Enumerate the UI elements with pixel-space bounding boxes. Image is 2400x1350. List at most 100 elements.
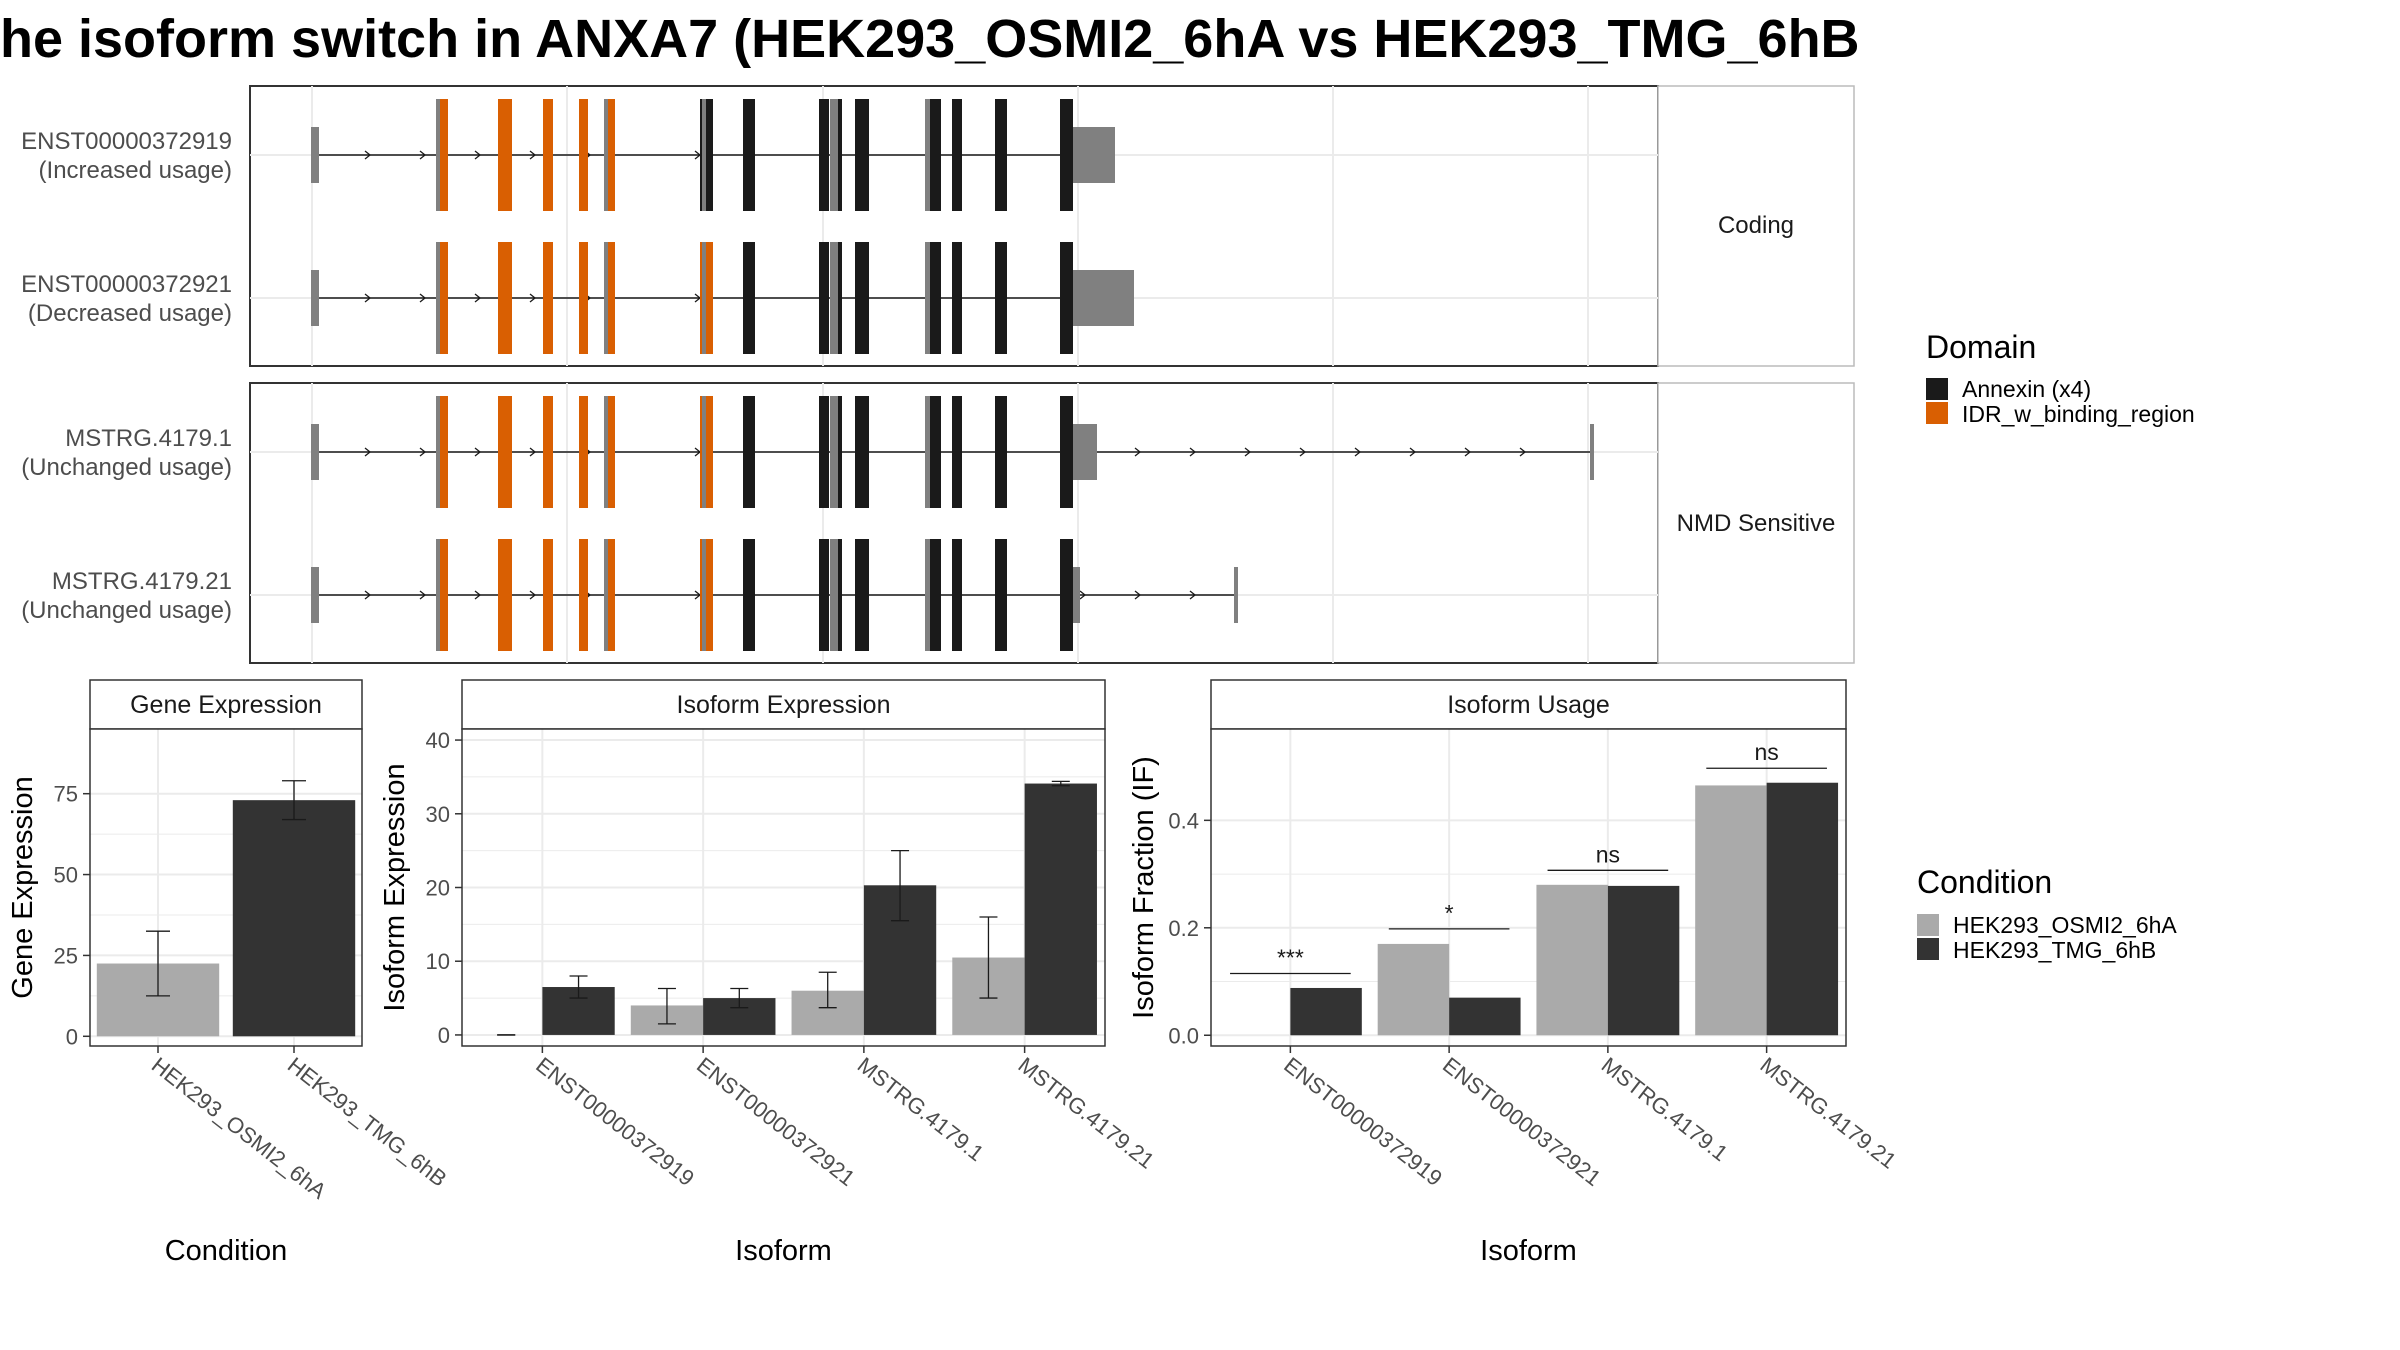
direction-arrow [1134, 590, 1142, 600]
exon-flank [436, 99, 440, 211]
y-axis-title: Gene Expression [7, 776, 39, 998]
y-axis-title: Isoform Expression [379, 763, 411, 1011]
direction-arrow [474, 590, 482, 600]
exon-flank [927, 396, 930, 508]
annexin-exon [1060, 242, 1073, 354]
annexin-exon [927, 396, 941, 508]
annexin-exon [995, 539, 1007, 651]
y-tick-label: 0 [66, 1024, 78, 1049]
utr-exon [311, 270, 319, 326]
direction-arrow [1244, 447, 1252, 457]
x-tick-label: MSTRG.4179.1 [853, 1052, 989, 1166]
transcript-id: MSTRG.4179.1 [65, 425, 232, 452]
annexin-exon [819, 99, 829, 211]
direction-arrow [364, 293, 372, 303]
significance-label: ns [1754, 739, 1778, 765]
facet-label-coding: Coding [1718, 212, 1794, 239]
y-tick-label: 30 [426, 802, 450, 827]
utr-exon [1234, 567, 1238, 623]
transcript-track [250, 242, 1658, 354]
bar [1536, 884, 1608, 1036]
idr-exon [579, 99, 588, 211]
idr-exon [498, 242, 512, 354]
exon-flank [604, 539, 608, 651]
idr-exon [543, 99, 553, 211]
bar [1290, 987, 1362, 1036]
y-axis-title: Isoform Fraction (IF) [1128, 756, 1160, 1019]
transcript-usage: (Unchanged usage) [21, 597, 232, 624]
annexin-exon [838, 242, 842, 354]
idr-exon [708, 396, 713, 508]
transcript-id: ENST00000372919 [21, 128, 232, 155]
direction-arrow [529, 293, 537, 303]
direction-arrow [474, 150, 482, 160]
y-tick-label: 50 [54, 863, 78, 888]
chart-title: Isoform Expression [677, 691, 891, 719]
exon [830, 396, 838, 508]
annexin-exon [838, 396, 842, 508]
panel-border [461, 728, 1106, 1047]
exon-flank [702, 242, 706, 354]
chart-title: Isoform Usage [1447, 691, 1610, 719]
transcript-usage: (Decreased usage) [28, 300, 232, 327]
idr-exon [579, 539, 588, 651]
annexin-exon [819, 242, 829, 354]
direction-arrow [419, 150, 427, 160]
panel-border [1210, 728, 1847, 1047]
annexin-exon [1060, 396, 1073, 508]
exon-flank [436, 242, 440, 354]
idr-exon [438, 242, 448, 354]
annexin-exon [819, 396, 829, 508]
x-tick-label: MSTRG.4179.21 [1014, 1052, 1159, 1173]
x-tick-label: ENST00000372919 [531, 1052, 699, 1191]
direction-arrow [1299, 447, 1307, 457]
idr-exon [543, 242, 553, 354]
facet-strip [461, 679, 1106, 730]
exon-flank [604, 242, 608, 354]
y-tick-label: 0.0 [1168, 1023, 1199, 1048]
annexin-exon [819, 539, 829, 651]
idr-exon [579, 242, 588, 354]
direction-arrow [529, 447, 537, 457]
direction-arrow [419, 590, 427, 600]
bar [1695, 785, 1767, 1036]
annexin-exon [855, 539, 869, 651]
annexin-exon [995, 242, 1007, 354]
panel-border [89, 728, 363, 1047]
x-axis-title: Isoform [1480, 1235, 1577, 1267]
annexin-exon [743, 396, 755, 508]
exon-flank [604, 396, 608, 508]
legend-title: Condition [1917, 864, 2052, 900]
transcript-id: MSTRG.4179.21 [52, 568, 232, 595]
bar [1449, 997, 1521, 1036]
bar [1607, 885, 1680, 1036]
utr-exon [1073, 567, 1080, 623]
direction-arrow [474, 293, 482, 303]
idr-exon [606, 396, 615, 508]
x-tick-label: ENST00000372921 [692, 1052, 860, 1191]
direction-arrow [529, 590, 537, 600]
annexin-exon [700, 99, 713, 211]
direction-arrow [419, 447, 427, 457]
significance-label: * [1445, 900, 1454, 926]
gene-expression-chart: Gene Expression0255075HEK293_OSMI2_6hAHE… [7, 679, 452, 1267]
legend-swatch-cond-b [1917, 938, 1939, 960]
utr-exon [311, 127, 319, 183]
direction-arrow [419, 293, 427, 303]
y-tick-label: 10 [426, 949, 450, 974]
direction-arrow [1519, 447, 1527, 457]
direction-arrow [529, 150, 537, 160]
y-tick-label: 25 [54, 943, 78, 968]
legend-swatch-cond-a [1917, 914, 1939, 936]
x-tick-label: MSTRG.4179.21 [1756, 1052, 1901, 1173]
idr-exon [438, 99, 448, 211]
idr-exon [708, 539, 713, 651]
idr-exon [498, 539, 512, 651]
condition-legend: Condition HEK293_OSMI2_6hA HEK293_TMG_6h… [1917, 864, 2177, 963]
exon-flank [702, 539, 706, 651]
utr-exon [1590, 424, 1594, 480]
exon-flank [702, 99, 706, 211]
direction-arrow [1464, 447, 1472, 457]
annexin-exon [838, 99, 842, 211]
annexin-exon [952, 539, 962, 651]
